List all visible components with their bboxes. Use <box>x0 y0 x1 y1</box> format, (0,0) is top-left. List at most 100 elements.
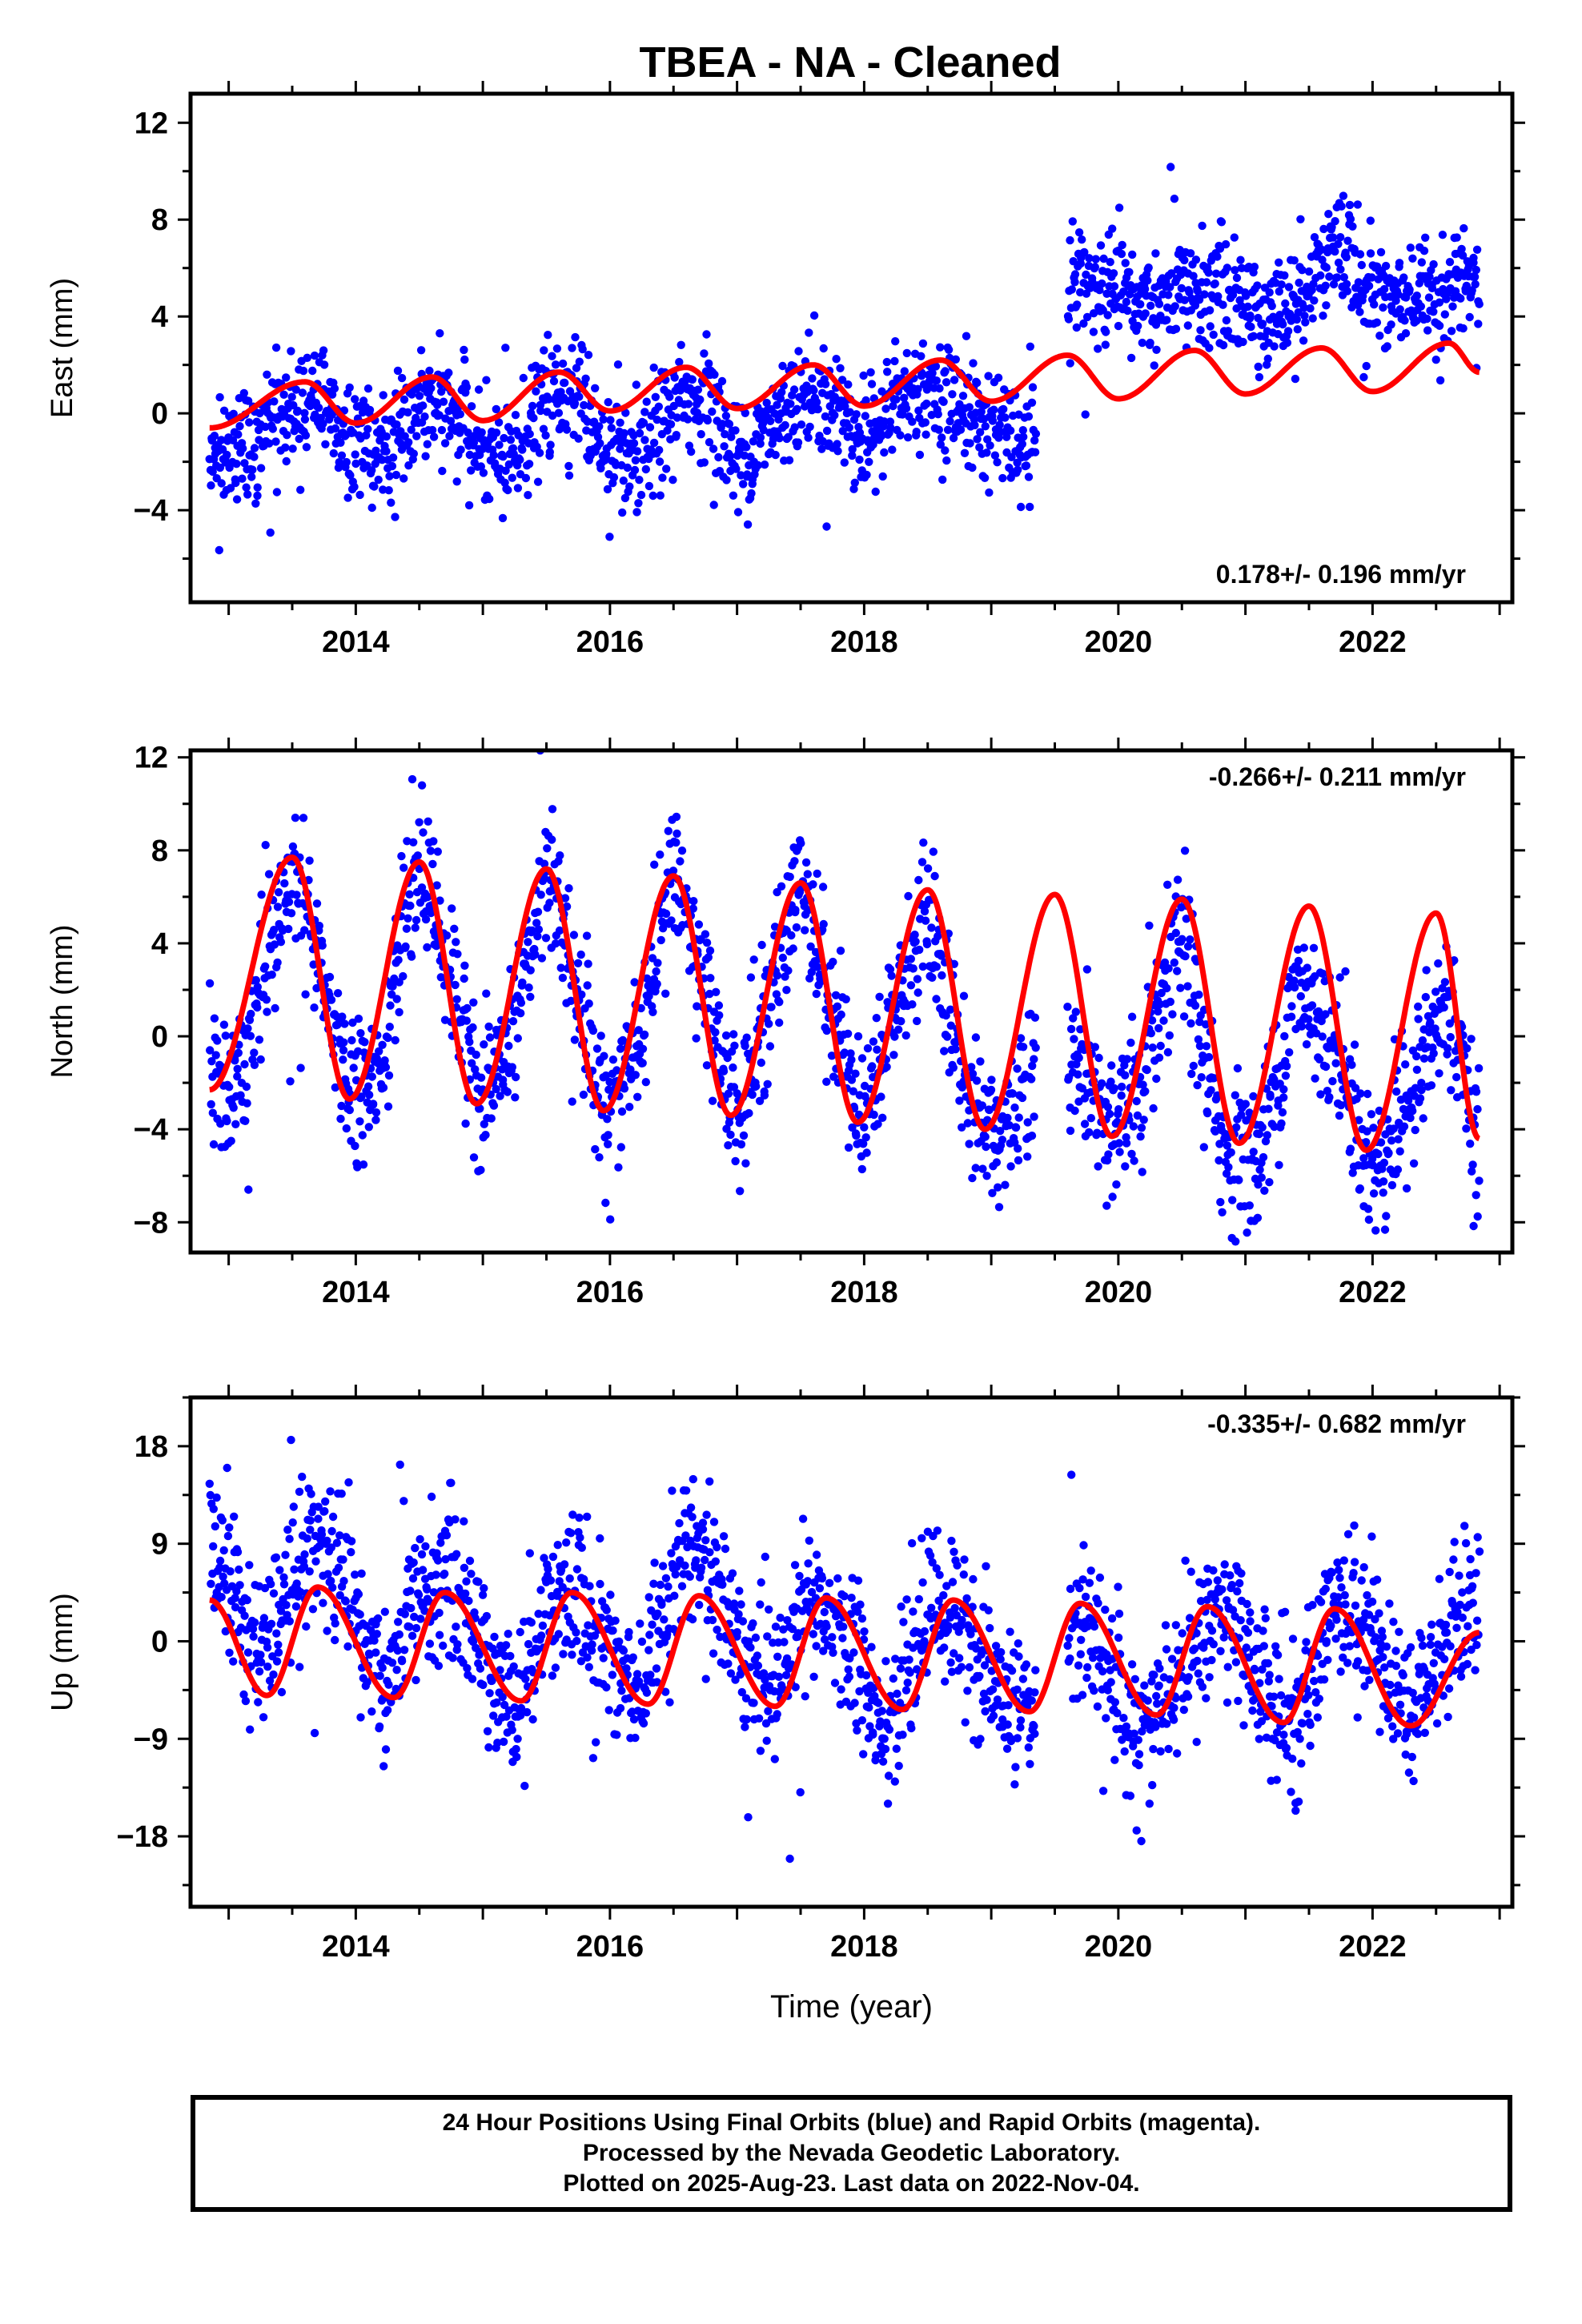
data-point <box>1405 285 1414 294</box>
data-point <box>364 1123 373 1132</box>
data-point <box>1319 224 1328 234</box>
data-point <box>432 881 441 890</box>
data-point <box>1189 271 1198 280</box>
data-point <box>1258 1123 1267 1132</box>
data-point <box>618 1035 628 1045</box>
data-point <box>1350 1040 1359 1049</box>
data-point <box>688 1513 697 1522</box>
data-point <box>845 1672 854 1681</box>
data-point <box>1387 1180 1397 1190</box>
data-point <box>737 1687 746 1697</box>
data-point <box>407 1603 416 1613</box>
data-point <box>1255 372 1264 382</box>
data-point <box>253 983 262 991</box>
data-point <box>456 410 464 419</box>
data-point <box>235 1565 243 1574</box>
data-point <box>451 1515 460 1524</box>
data-point <box>736 1187 745 1196</box>
data-point <box>975 443 984 452</box>
data-point <box>859 371 868 380</box>
data-point <box>280 879 289 888</box>
data-point <box>673 413 682 422</box>
data-point <box>1243 302 1252 312</box>
data-point <box>747 489 756 498</box>
data-point <box>1379 1158 1389 1168</box>
data-point <box>921 916 930 925</box>
data-point <box>295 434 303 444</box>
data-point <box>1249 1092 1258 1101</box>
data-point <box>928 973 937 983</box>
data-point <box>638 1044 648 1054</box>
data-point <box>1110 282 1119 291</box>
data-point <box>1254 1180 1263 1189</box>
data-point <box>409 838 418 847</box>
data-point <box>227 1136 235 1145</box>
data-point <box>1215 244 1225 253</box>
data-point <box>1265 288 1274 297</box>
data-point <box>1223 327 1233 336</box>
data-point <box>689 904 697 913</box>
data-point <box>1296 215 1305 223</box>
data-point <box>791 1683 800 1691</box>
data-point <box>1178 935 1186 943</box>
data-point <box>274 888 283 897</box>
data-point <box>452 477 461 486</box>
data-point <box>648 491 657 501</box>
data-point <box>548 1671 557 1680</box>
data-point <box>424 1597 433 1606</box>
data-point <box>729 1083 739 1092</box>
data-point <box>946 1658 955 1667</box>
data-point <box>756 433 765 442</box>
data-point <box>617 1687 626 1695</box>
data-point <box>525 1549 534 1558</box>
data-point <box>499 452 508 461</box>
data-point <box>1126 353 1136 363</box>
data-point <box>1435 1069 1443 1078</box>
data-point <box>1253 1213 1263 1223</box>
data-point <box>1154 300 1164 308</box>
data-point <box>380 1056 389 1065</box>
data-point <box>419 401 428 410</box>
x-tick-label: 2014 <box>322 625 390 659</box>
data-point <box>250 452 259 461</box>
data-point <box>288 444 297 453</box>
data-point <box>763 1080 772 1089</box>
data-point <box>652 1678 661 1687</box>
data-point <box>1379 1177 1388 1186</box>
data-point <box>1166 283 1174 292</box>
data-point <box>655 445 664 455</box>
data-point <box>395 1007 404 1017</box>
data-point <box>381 1063 391 1072</box>
data-point <box>529 413 538 423</box>
data-point <box>464 1596 473 1606</box>
data-point <box>1193 1080 1202 1090</box>
data-point <box>900 393 909 402</box>
data-point <box>462 1577 471 1586</box>
data-point <box>574 434 583 443</box>
data-point <box>634 499 643 508</box>
data-point <box>404 914 412 923</box>
rate-label: -0.266+/- 0.211 mm/yr <box>1209 762 1466 791</box>
data-point <box>1141 1087 1150 1096</box>
data-point <box>480 1040 488 1049</box>
data-point <box>343 1642 352 1651</box>
data-point <box>1448 302 1457 311</box>
data-point <box>797 420 806 429</box>
data-point <box>755 1096 765 1106</box>
data-point <box>912 428 921 436</box>
data-point <box>379 1084 388 1092</box>
data-point <box>790 857 799 866</box>
data-point <box>764 1707 773 1715</box>
data-point <box>506 436 516 444</box>
data-point <box>978 1164 987 1173</box>
data-point <box>233 1072 242 1081</box>
data-point <box>1363 1127 1371 1136</box>
data-point <box>1202 1042 1211 1051</box>
data-point <box>1371 1226 1380 1235</box>
data-point <box>851 1069 860 1078</box>
data-point <box>1431 356 1440 364</box>
data-point <box>1346 215 1355 223</box>
data-point <box>429 837 438 846</box>
data-point <box>1148 1043 1157 1052</box>
data-point <box>702 1061 712 1070</box>
